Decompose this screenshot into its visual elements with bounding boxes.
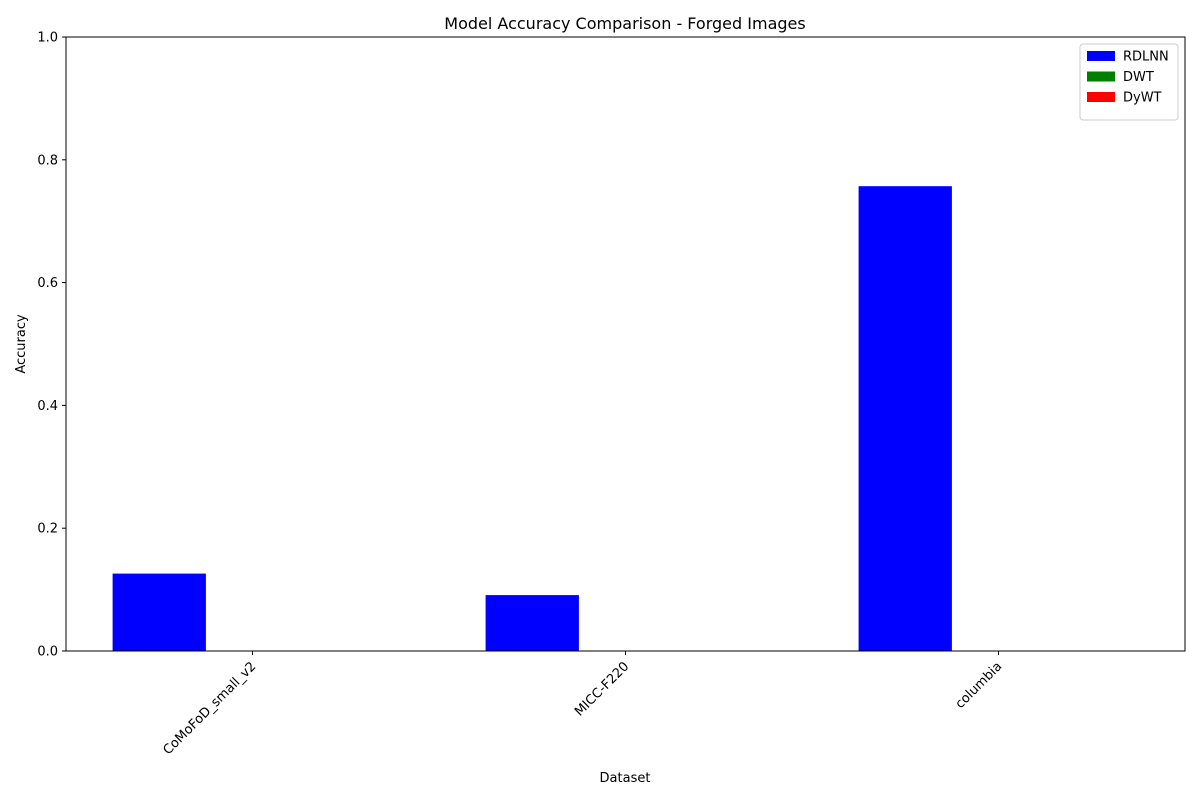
legend-swatch-rdlnn xyxy=(1087,51,1115,61)
bar-rdlnn-0 xyxy=(112,573,206,651)
legend-swatch-dywt xyxy=(1087,92,1115,102)
legend-label-rdlnn: RDLNN xyxy=(1123,50,1169,65)
y-tick-label: 0.6 xyxy=(37,276,58,291)
plot-area xyxy=(65,36,1186,652)
x-axis-label: Dataset xyxy=(600,771,651,786)
plot-frame xyxy=(65,36,1186,652)
legend-label-dywt: DyWT xyxy=(1123,91,1162,106)
series-rdlnn xyxy=(112,186,952,651)
y-tick-label: 0.0 xyxy=(37,645,58,660)
y-tick-label: 0.8 xyxy=(37,153,58,168)
bar-rdlnn-2 xyxy=(858,186,952,651)
y-axis-label: Accuracy xyxy=(14,314,29,374)
x-tick-label: columbia xyxy=(953,659,1006,712)
legend-swatch-dwt xyxy=(1087,71,1115,82)
y-tick-label: 0.2 xyxy=(37,522,58,537)
chart-title: Model Accuracy Comparison - Forged Image… xyxy=(444,14,805,33)
y-tick-label: 0.4 xyxy=(37,399,58,414)
x-axis: CoMoFoD_small_v2 MICC-F220 columbia xyxy=(160,651,1005,758)
y-tick-label: 1.0 xyxy=(37,31,58,46)
y-axis: 0.0 0.2 0.4 0.6 0.8 1.0 xyxy=(37,31,66,660)
x-tick-label: MICC-F220 xyxy=(572,659,632,719)
legend-label-dwt: DWT xyxy=(1123,70,1154,85)
bar-rdlnn-1 xyxy=(485,595,579,651)
x-tick-label: CoMoFoD_small_v2 xyxy=(160,659,259,758)
legend: RDLNN DWT DyWT xyxy=(1079,43,1179,121)
